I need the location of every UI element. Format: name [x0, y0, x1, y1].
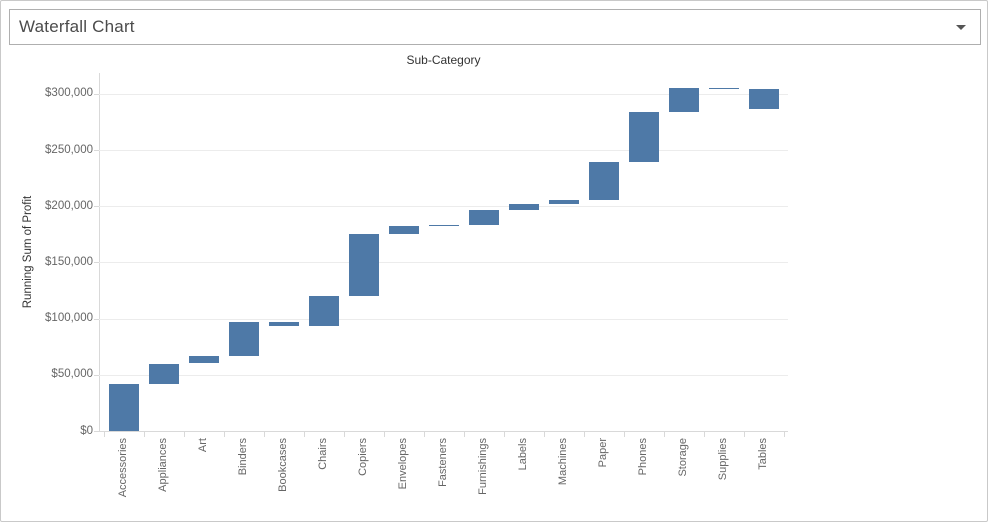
x-tick-label-tables: Tables	[757, 438, 769, 470]
bar-accessories[interactable]	[108, 383, 139, 431]
x-axis-tick	[703, 432, 705, 437]
x-axis-tick	[783, 432, 785, 437]
bar-supplies[interactable]	[708, 87, 739, 90]
x-tick-label-copiers: Copiers	[357, 438, 369, 476]
gridline	[99, 318, 788, 320]
gridline	[99, 206, 788, 208]
y-tick-label: $150,000	[45, 255, 93, 268]
chart-title: Sub-Category	[406, 53, 481, 67]
x-axis-tick	[543, 432, 545, 437]
y-axis-tick	[94, 374, 99, 376]
bar-art[interactable]	[188, 356, 219, 364]
y-tick-label: $100,000	[45, 312, 93, 325]
bar-furnishings[interactable]	[468, 210, 499, 225]
x-tick-label-binders: Binders	[237, 438, 249, 476]
x-tick-label-labels: Labels	[517, 438, 529, 471]
x-tick-label-art: Art	[197, 438, 209, 453]
x-tick-label-storage: Storage	[677, 438, 689, 477]
x-axis-tick	[423, 432, 425, 437]
bar-machines[interactable]	[548, 200, 579, 204]
y-axis-tick	[94, 431, 99, 432]
y-tick-label: $250,000	[45, 143, 93, 156]
y-tick-label: $300,000	[45, 87, 93, 100]
sheet-selector[interactable]: Waterfall Chart	[9, 9, 981, 45]
y-axis-tick	[94, 262, 99, 264]
bar-bookcases[interactable]	[268, 322, 299, 327]
x-tick-label-machines: Machines	[557, 438, 569, 486]
bar-storage[interactable]	[668, 87, 699, 112]
x-tick-label-supplies: Supplies	[717, 438, 729, 481]
y-axis-tick	[94, 206, 99, 208]
gridline	[99, 93, 788, 95]
caret-down-icon[interactable]	[956, 25, 966, 30]
y-axis-line	[99, 73, 100, 432]
gridline	[99, 262, 788, 264]
x-axis-tick	[183, 432, 185, 437]
x-axis-tick	[463, 432, 465, 437]
x-axis-tick	[263, 432, 265, 437]
bar-chairs[interactable]	[308, 296, 339, 327]
bar-labels[interactable]	[508, 203, 539, 211]
x-tick-label-bookcases: Bookcases	[277, 438, 289, 492]
x-axis-tick	[383, 432, 385, 437]
x-axis-tick	[623, 432, 625, 437]
x-tick-label-paper: Paper	[597, 438, 609, 468]
gridline	[99, 150, 788, 151]
x-axis-tick	[343, 432, 345, 437]
y-axis-tick	[94, 150, 99, 151]
x-tick-label-fasteners: Fasteners	[437, 438, 449, 487]
bar-appliances[interactable]	[148, 363, 179, 384]
sheet-title: Waterfall Chart	[19, 17, 135, 36]
x-tick-label-furnishings: Furnishings	[477, 438, 489, 495]
x-tick-label-envelopes: Envelopes	[397, 438, 409, 490]
bar-phones[interactable]	[628, 111, 659, 162]
gridline	[99, 374, 788, 376]
x-axis-tick	[663, 432, 665, 437]
y-axis-tick	[94, 318, 99, 320]
x-axis-line	[99, 431, 788, 432]
y-tick-label: $200,000	[45, 199, 93, 212]
x-axis-tick	[103, 432, 105, 437]
x-axis-tick	[143, 432, 145, 437]
x-tick-label-phones: Phones	[637, 438, 649, 476]
bar-envelopes[interactable]	[388, 225, 419, 234]
y-tick-label: $0	[80, 424, 93, 437]
x-tick-label-appliances: Appliances	[157, 438, 169, 492]
bar-tables[interactable]	[748, 89, 779, 110]
x-tick-label-chairs: Chairs	[317, 438, 329, 470]
y-axis-tick	[94, 93, 99, 95]
x-axis-tick	[223, 432, 225, 437]
bar-copiers[interactable]	[348, 233, 379, 297]
x-tick-label-accessories: Accessories	[117, 438, 129, 498]
y-tick-label: $50,000	[51, 368, 93, 381]
x-axis-tick	[583, 432, 585, 437]
bar-fasteners[interactable]	[428, 224, 459, 227]
x-axis-tick	[303, 432, 305, 437]
bar-paper[interactable]	[588, 161, 619, 201]
x-axis-tick	[743, 432, 745, 437]
bar-binders[interactable]	[228, 322, 259, 357]
x-axis-tick	[503, 432, 505, 437]
